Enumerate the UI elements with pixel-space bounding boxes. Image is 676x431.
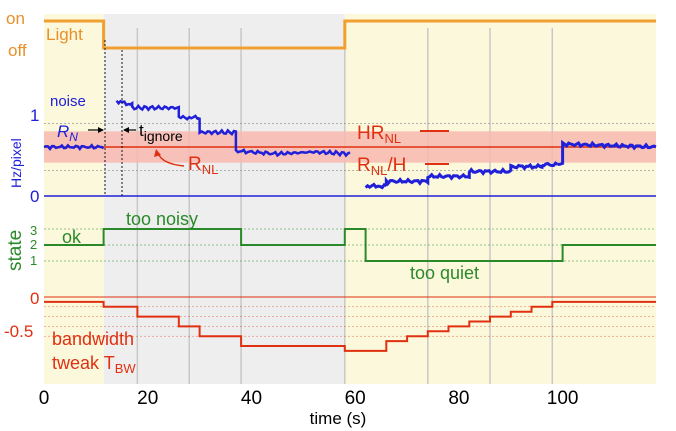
noise-series-line [43,143,105,151]
x-axis-label: time (s) [310,409,367,428]
light-series-label: Light [46,25,83,44]
light-off-shading [103,14,345,384]
tweak-ytick-0: 0 [30,289,39,308]
state-series-line [44,228,656,262]
rnl-annotation: RNL [188,154,218,177]
tweak-series-line [44,300,656,352]
state-label-too-quiet: too quiet [410,263,479,283]
state-ytick-1: 1 [30,253,37,268]
noise-series-label: noise [50,93,86,110]
state-label-ok: ok [62,227,82,247]
x-tick-label: 60 [345,388,366,409]
state-ytick-3: 3 [30,223,37,238]
x-tick-label: 40 [241,388,262,409]
tweak-panel: 0 -0.5 bandwidth tweak TBW [4,289,656,376]
light-off-tick: off [8,41,27,60]
background-shading [44,14,656,384]
x-axis: 0 20 40 60 80 100 [39,388,579,409]
tweak-label-line1: bandwidth [52,329,134,349]
state-label-too-noisy: too noisy [126,209,198,229]
x-tick-label: 20 [137,388,158,409]
light-panel: on off Light [6,9,656,60]
rnl-callout-arrowhead [154,149,161,157]
tignore-arrowhead [123,127,129,133]
noise-panel: Hz/pixel 1 0 noise RN tignore RNL HRNL R… [8,93,657,206]
light-series-line [44,19,656,50]
x-tick-label: 100 [547,388,579,409]
rn-arrowhead [98,127,104,133]
light-on-shading [44,14,104,384]
noise-ytick-0: 0 [30,187,39,206]
hrnl-annotation: HRNL [357,123,401,146]
light-on-tick: on [6,9,25,28]
state-ytick-2: 2 [30,237,37,252]
state-panel: state 3 2 1 ok too noisy too quiet [5,209,656,283]
noise-series-line [115,99,351,158]
state-ylabel: state [5,230,26,271]
tweak-label-line2: tweak TBW [52,353,136,376]
noise-series-line [364,139,657,190]
noise-ylabel: Hz/pixel [8,138,24,188]
x-tick-label: 80 [448,388,469,409]
noise-ytick-1: 1 [30,106,39,125]
x-tick-label: 0 [39,388,50,409]
rnl-h-annotation: RNL/H [357,155,406,178]
light-on-shading [344,14,656,384]
rn-annotation: RN [57,122,78,144]
vertical-gridlines [136,28,554,384]
tweak-ytick-minus-half: -0.5 [4,322,33,341]
tignore-annotation: tignore [139,121,183,144]
